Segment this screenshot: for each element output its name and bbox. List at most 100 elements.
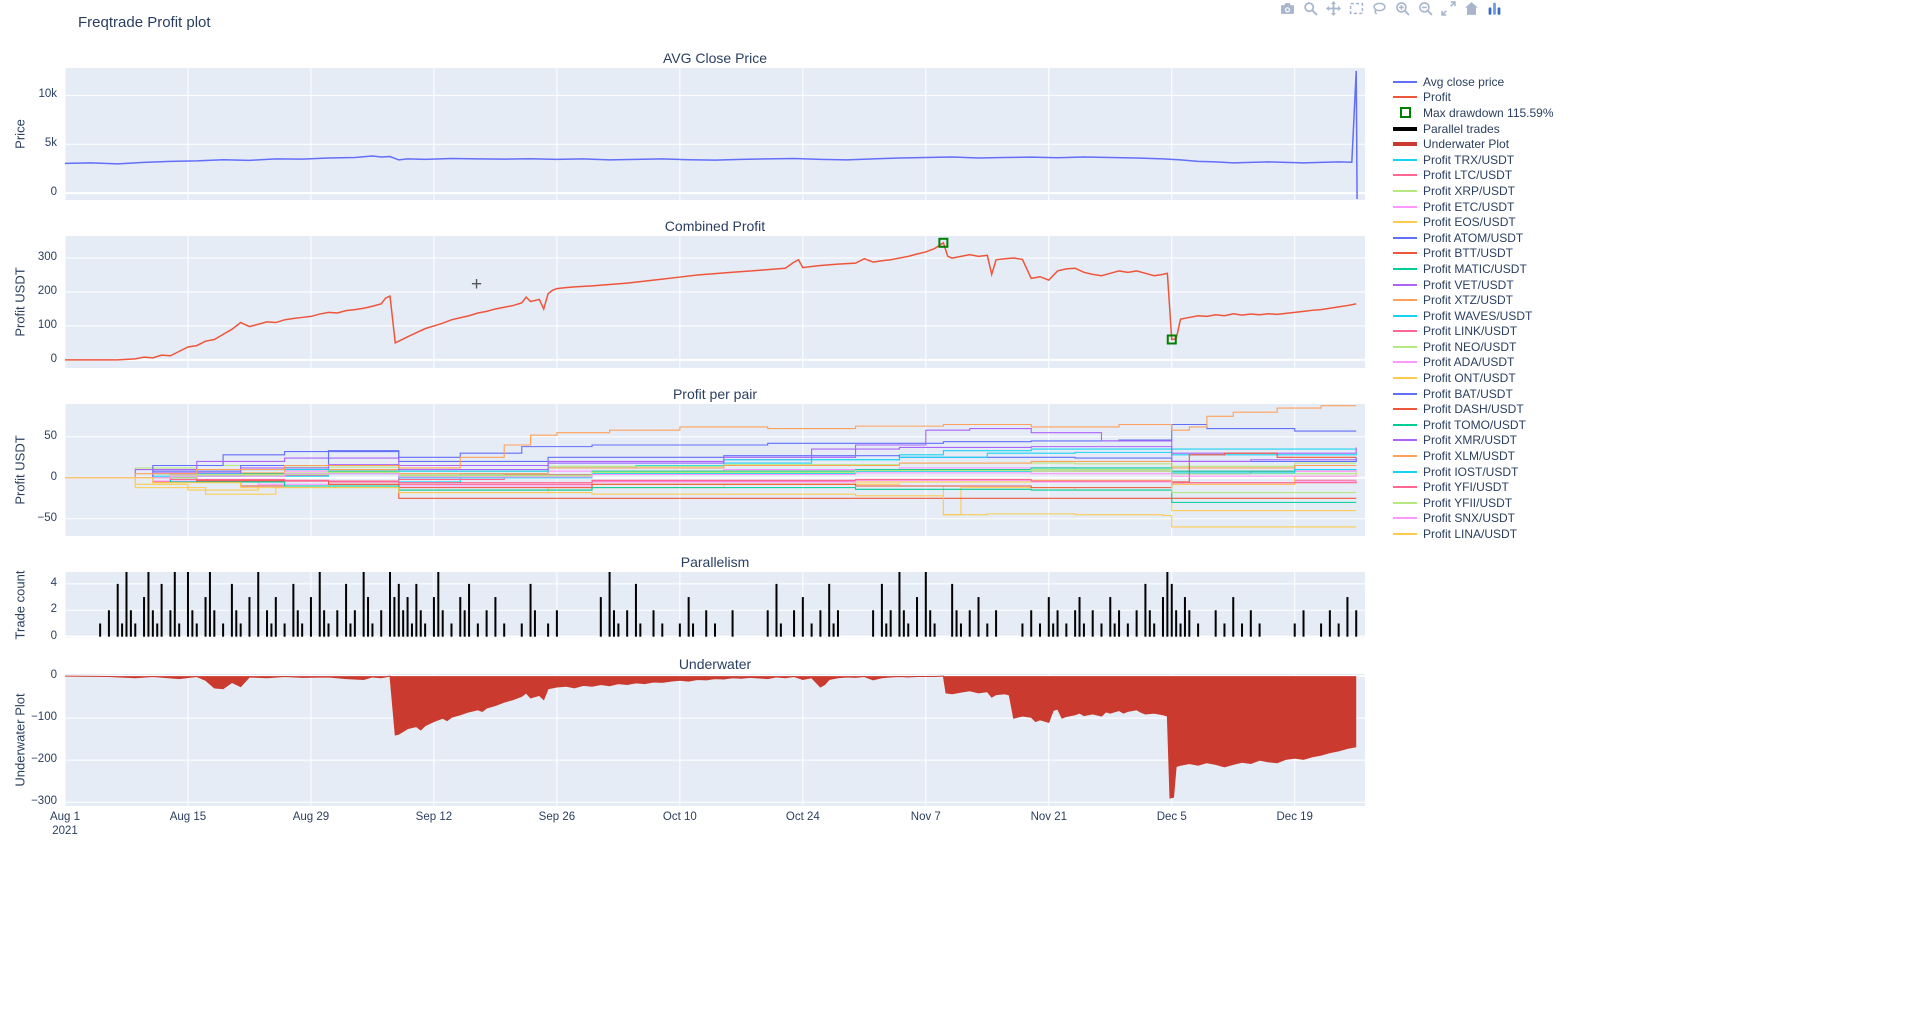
legend-swatch-icon (1392, 158, 1418, 161)
legend-item-profit-etc-usdt[interactable]: Profit ETC/USDT (1392, 199, 1554, 215)
legend-label: Profit BTT/USDT (1423, 246, 1514, 261)
reset-axes-icon[interactable] (1462, 0, 1480, 16)
legend-item-profit-yfii-usdt[interactable]: Profit YFII/USDT (1392, 495, 1554, 511)
legend-item-profit-matic-usdt[interactable]: Profit MATIC/USDT (1392, 261, 1554, 277)
legend-label: Max drawdown 115.59% (1423, 105, 1554, 120)
legend-label: Profit MATIC/USDT (1423, 261, 1527, 276)
legend-label: Profit XTZ/USDT (1423, 293, 1514, 308)
legend-swatch-icon (1392, 423, 1418, 426)
legend-swatch-icon (1392, 189, 1418, 192)
legend-item-profit-snx-usdt[interactable]: Profit SNX/USDT (1392, 511, 1554, 527)
legend-label: Profit XLM/USDT (1423, 449, 1516, 464)
legend-label: Profit XMR/USDT (1423, 433, 1518, 448)
legend-swatch-icon (1392, 392, 1418, 395)
zoom-out-icon[interactable] (1416, 0, 1434, 16)
legend-item-profit-xrp-usdt[interactable]: Profit XRP/USDT (1392, 183, 1554, 199)
legend-swatch-icon (1392, 330, 1418, 333)
legend-item-profit-eos-usdt[interactable]: Profit EOS/USDT (1392, 214, 1554, 230)
legend-label: Profit ATOM/USDT (1423, 230, 1524, 245)
lasso-icon[interactable] (1370, 0, 1388, 16)
legend-item-profit-trx-usdt[interactable]: Profit TRX/USDT (1392, 152, 1554, 168)
legend-item-profit-dash-usdt[interactable]: Profit DASH/USDT (1392, 401, 1554, 417)
legend-swatch-icon (1392, 236, 1418, 239)
zoom-icon[interactable] (1301, 0, 1319, 16)
legend-swatch-icon (1392, 377, 1418, 380)
legend: Avg close price Profit Max drawdown 115.59… (1392, 74, 1554, 542)
subplot-title-underwater: Underwater (678, 656, 752, 672)
legend-label: Profit EOS/USDT (1423, 215, 1516, 230)
legend-label: Profit ETC/USDT (1423, 199, 1515, 214)
box-select-icon[interactable] (1347, 0, 1365, 16)
legend-swatch-icon (1392, 408, 1418, 411)
legend-swatch-icon (1392, 470, 1418, 473)
legend-label: Profit TRX/USDT (1423, 152, 1515, 167)
legend-item-profit-ada-usdt[interactable]: Profit ADA/USDT (1392, 355, 1554, 371)
y-axis-title-price: Price (12, 119, 28, 149)
legend-item-profit-neo-usdt[interactable]: Profit NEO/USDT (1392, 339, 1554, 355)
legend-item-profit-xtz-usdt[interactable]: Profit XTZ/USDT (1392, 292, 1554, 308)
legend-swatch-icon (1392, 533, 1418, 536)
legend-item-avg-close-price[interactable]: Avg close price (1392, 74, 1554, 90)
subplot-title-parallelism: Parallelism (680, 554, 750, 570)
figure-title: Freqtrade Profit plot (78, 14, 211, 31)
legend-item-max-drawdown-115-59[interactable]: Max drawdown 115.59% (1392, 105, 1554, 121)
subplot-title-profit-per-pair: Profit per pair (672, 386, 758, 402)
autoscale-icon[interactable] (1439, 0, 1457, 16)
legend-label: Underwater Plot (1423, 137, 1510, 152)
legend-label: Profit BAT/USDT (1423, 386, 1513, 401)
legend-swatch-icon (1392, 486, 1418, 489)
legend-item-profit-link-usdt[interactable]: Profit LINK/USDT (1392, 324, 1554, 340)
chart-canvas[interactable] (0, 0, 1400, 820)
legend-swatch-icon (1392, 142, 1418, 147)
legend-item-profit-ltc-usdt[interactable]: Profit LTC/USDT (1392, 168, 1554, 184)
y-axis-title-profit-usdt-2: Profit USDT (12, 435, 28, 505)
legend-swatch-icon (1392, 80, 1418, 83)
legend-swatch-icon (1392, 361, 1418, 364)
legend-swatch-icon (1392, 126, 1418, 131)
modebar (1278, 0, 1503, 16)
pan-icon[interactable] (1324, 0, 1342, 16)
legend-item-parallel-trades[interactable]: Parallel trades (1392, 121, 1554, 137)
legend-label: Profit XRP/USDT (1423, 183, 1516, 198)
legend-item-underwater-plot[interactable]: Underwater Plot (1392, 136, 1554, 152)
legend-label: Avg close price (1423, 74, 1505, 89)
legend-label: Profit YFI/USDT (1423, 480, 1509, 495)
legend-label: Profit WAVES/USDT (1423, 308, 1533, 323)
legend-item-profit-xmr-usdt[interactable]: Profit XMR/USDT (1392, 433, 1554, 449)
zoom-in-icon[interactable] (1393, 0, 1411, 16)
legend-item-profit-vet-usdt[interactable]: Profit VET/USDT (1392, 277, 1554, 293)
mouse-crosshair: + (471, 274, 483, 295)
legend-item-profit-xlm-usdt[interactable]: Profit XLM/USDT (1392, 448, 1554, 464)
legend-swatch-icon (1392, 107, 1418, 119)
legend-item-profit-yfi-usdt[interactable]: Profit YFI/USDT (1392, 479, 1554, 495)
legend-label: Profit SNX/USDT (1423, 511, 1516, 526)
legend-swatch-icon (1392, 439, 1418, 442)
legend-item-profit-atom-usdt[interactable]: Profit ATOM/USDT (1392, 230, 1554, 246)
legend-label: Profit IOST/USDT (1423, 464, 1519, 479)
legend-item-profit-btt-usdt[interactable]: Profit BTT/USDT (1392, 246, 1554, 262)
legend-swatch-icon (1392, 455, 1418, 458)
y-axis-title-underwater-plot: Underwater Plot (12, 693, 28, 787)
legend-item-profit-iost-usdt[interactable]: Profit IOST/USDT (1392, 464, 1554, 480)
legend-item-profit-ont-usdt[interactable]: Profit ONT/USDT (1392, 370, 1554, 386)
legend-label: Profit LINK/USDT (1423, 324, 1518, 339)
legend-label: Parallel trades (1423, 121, 1500, 136)
legend-item-profit-tomo-usdt[interactable]: Profit TOMO/USDT (1392, 417, 1554, 433)
camera-icon[interactable] (1278, 0, 1296, 16)
legend-swatch-icon (1392, 205, 1418, 208)
legend-item-profit[interactable]: Profit (1392, 90, 1554, 106)
legend-swatch-icon (1392, 314, 1418, 317)
legend-swatch-icon (1392, 96, 1418, 99)
legend-label: Profit LTC/USDT (1423, 168, 1513, 183)
legend-label: Profit NEO/USDT (1423, 339, 1517, 354)
legend-label: Profit ONT/USDT (1423, 371, 1516, 386)
plotly-logo-icon[interactable] (1485, 0, 1503, 16)
subplot-title-combined-profit: Combined Profit (664, 218, 766, 234)
legend-label: Profit LINA/USDT (1423, 527, 1518, 542)
legend-item-profit-waves-usdt[interactable]: Profit WAVES/USDT (1392, 308, 1554, 324)
legend-item-profit-bat-usdt[interactable]: Profit BAT/USDT (1392, 386, 1554, 402)
legend-label: Profit DASH/USDT (1423, 402, 1524, 417)
legend-item-profit-lina-usdt[interactable]: Profit LINA/USDT (1392, 526, 1554, 542)
legend-swatch-icon (1392, 517, 1418, 520)
legend-label: Profit YFII/USDT (1423, 495, 1513, 510)
